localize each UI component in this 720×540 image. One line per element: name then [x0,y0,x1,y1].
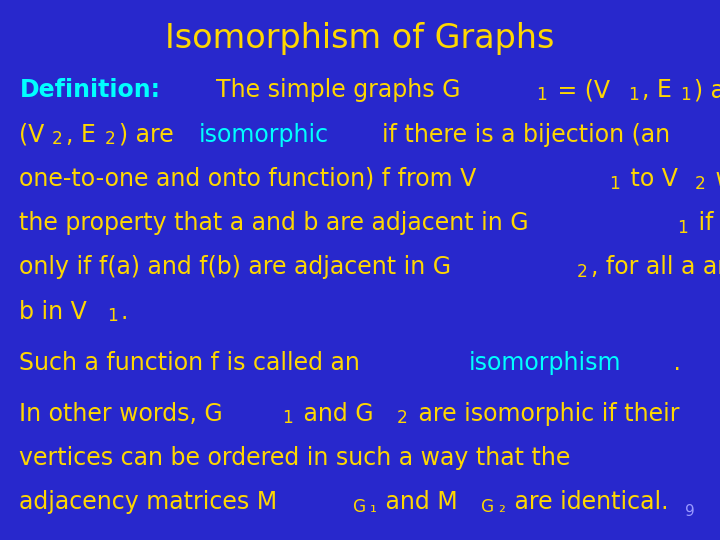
Text: and G: and G [297,402,374,426]
Text: the property that a and b are adjacent in G: the property that a and b are adjacent i… [19,211,529,235]
Text: (V: (V [19,123,45,146]
Text: with: with [708,167,720,191]
Text: if there is a bijection (an: if there is a bijection (an [367,123,670,146]
Text: ) are: ) are [119,123,181,146]
Text: Isomorphism of Graphs: Isomorphism of Graphs [166,22,554,55]
Text: only if f(a) and f(b) are adjacent in G: only if f(a) and f(b) are adjacent in G [19,255,451,279]
Text: one-to-one and onto function) f from V: one-to-one and onto function) f from V [19,167,477,191]
Text: The simple graphs G: The simple graphs G [202,78,461,102]
Text: vertices can be ordered in such a way that the: vertices can be ordered in such a way th… [19,446,571,470]
Text: 1: 1 [536,86,547,104]
Text: G: G [481,498,494,516]
Text: 2: 2 [52,130,63,148]
Text: 2: 2 [694,174,705,193]
Text: are identical.: are identical. [507,490,668,514]
Text: to V: to V [624,167,678,191]
Text: ₂: ₂ [498,498,505,516]
Text: are isomorphic if their: are isomorphic if their [410,402,679,426]
Text: ₁: ₁ [369,498,377,516]
Text: 2: 2 [397,409,408,427]
Text: and M: and M [378,490,458,514]
Text: 1: 1 [628,86,639,104]
Text: isomorphism: isomorphism [469,350,621,375]
Text: adjacency matrices M: adjacency matrices M [19,490,278,514]
Text: .: . [121,300,128,323]
Text: In other words, G: In other words, G [19,402,223,426]
Text: 1: 1 [609,174,621,193]
Text: 2: 2 [104,130,115,148]
Text: Definition:: Definition: [19,78,161,102]
Text: 2: 2 [577,263,588,281]
Text: b in V: b in V [19,300,87,323]
Text: .: . [666,350,680,375]
Text: if and: if and [691,211,720,235]
Text: isomorphic: isomorphic [199,123,329,146]
Text: = (V: = (V [550,78,611,102]
Text: 1: 1 [282,409,293,427]
Text: 1: 1 [677,219,688,237]
Text: ) and G: ) and G [694,78,720,102]
Text: 1: 1 [107,307,118,326]
Text: 9: 9 [685,504,695,519]
Text: , for all a and: , for all a and [591,255,720,279]
Text: , E: , E [66,123,96,146]
Text: , E: , E [642,78,672,102]
Text: 1: 1 [680,86,691,104]
Text: G: G [353,498,366,516]
Text: Such a function f is called an: Such a function f is called an [19,350,368,375]
